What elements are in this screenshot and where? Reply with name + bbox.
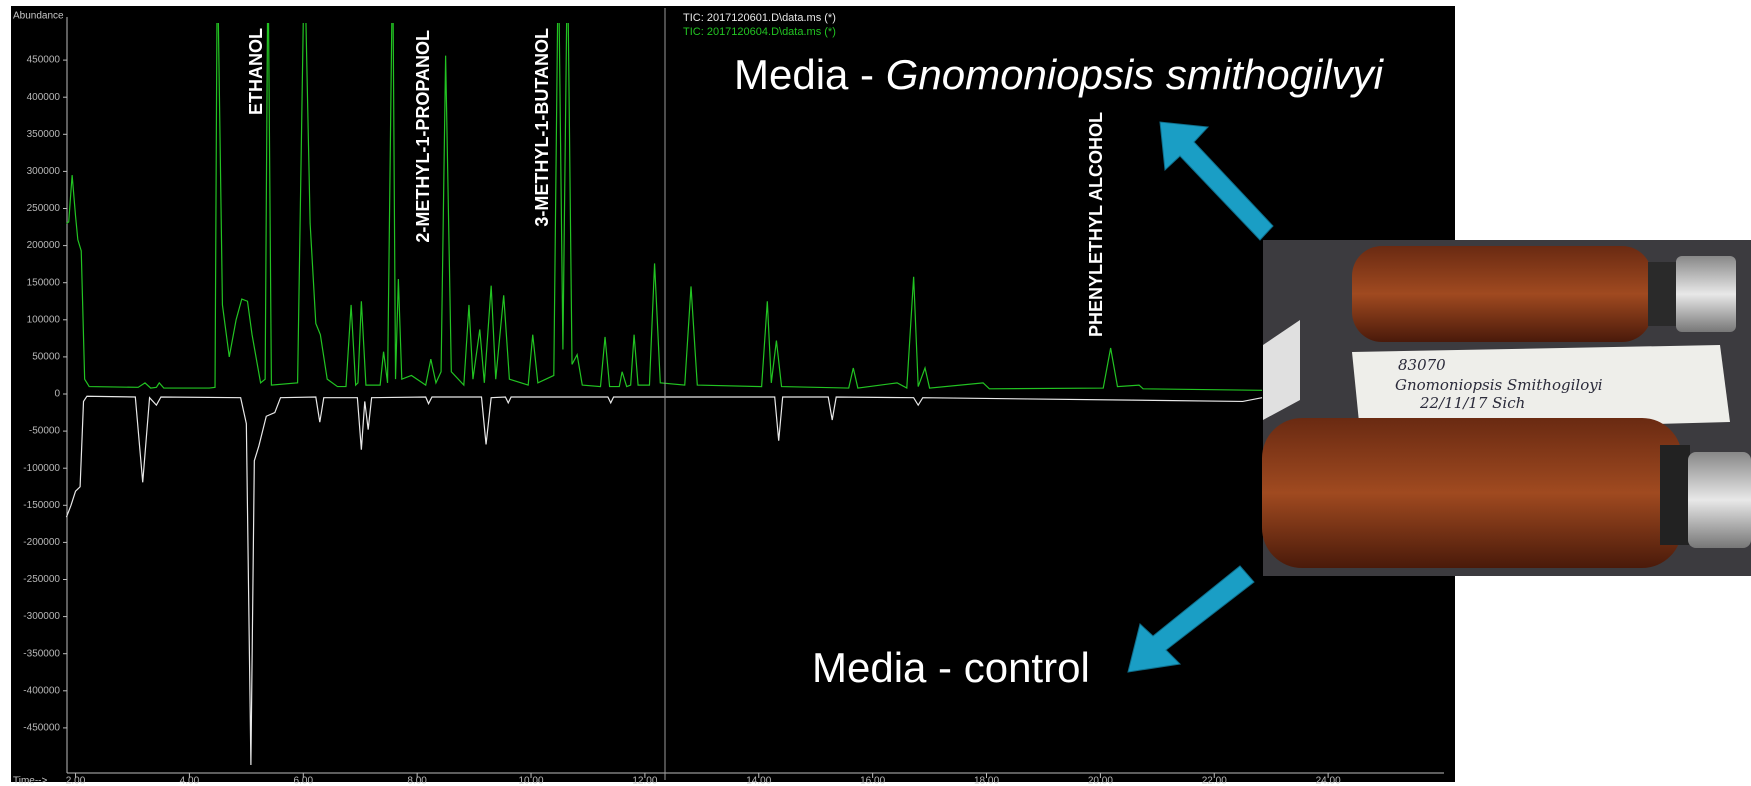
x-tick-label: 16.00 <box>860 776 885 786</box>
y-axis-label: Abundance <box>13 11 64 22</box>
trace-line <box>66 23 1263 391</box>
y-tick-label: 450000 <box>27 55 61 66</box>
x-tick-label: 18.00 <box>974 776 999 786</box>
vial-cap <box>1676 256 1736 332</box>
legend-entry: TIC: 2017120601.D\data.ms (*) <box>683 12 836 24</box>
y-tick-label: -400000 <box>23 685 60 696</box>
peak-label: 2-METHYL-1-PROPANOL <box>413 30 433 243</box>
x-tick-label: 22.00 <box>1202 776 1227 786</box>
vial-neck <box>1660 445 1690 545</box>
y-tick-label: 400000 <box>27 92 61 103</box>
x-tick-label: 4.00 <box>180 776 200 786</box>
vial <box>1262 418 1682 568</box>
caption-species: Gnomoniopsis smithogilvyi <box>886 51 1385 98</box>
vial-neck <box>1648 262 1678 326</box>
x-tick-label: 20.00 <box>1088 776 1113 786</box>
trace-line <box>65 395 1263 765</box>
x-tick-label: 2.00 <box>66 776 86 786</box>
y-tick-label: -300000 <box>23 611 60 622</box>
x-tick-label: 8.00 <box>407 776 427 786</box>
legend-entry: TIC: 2017120604.D\data.ms (*) <box>683 26 836 38</box>
y-tick-label: 250000 <box>27 203 61 214</box>
y-tick-label: 100000 <box>27 314 61 325</box>
traces <box>65 23 1263 765</box>
x-axis-label: Time--> <box>13 776 48 786</box>
caption-prefix: Media - <box>734 51 886 98</box>
peak-label: ETHANOL <box>246 28 266 115</box>
sample-caption: Media - Gnomoniopsis smithogilvyi <box>734 51 1385 98</box>
arrow <box>1127 565 1255 673</box>
peak-label: 3-METHYL-1-BUTANOL <box>532 28 552 227</box>
y-tick-label: -50000 <box>29 426 61 437</box>
photo-label-text: 22/11/17 Sich <box>1419 394 1525 412</box>
y-tick-label: -200000 <box>23 537 60 548</box>
x-tick-label: 12.00 <box>632 776 657 786</box>
y-tick-label: -450000 <box>23 723 60 734</box>
photo-label-text: Gnomoniopsis Smithogiloyi <box>1395 376 1603 394</box>
control-caption: Media - control <box>812 644 1090 691</box>
arrow <box>1159 121 1274 241</box>
y-tick-label: -150000 <box>23 500 60 511</box>
y-tick-label: 300000 <box>27 166 61 177</box>
x-tick-label: 10.00 <box>519 776 544 786</box>
plot-background <box>11 6 1455 782</box>
y-tick-label: 0 <box>54 389 60 400</box>
axes: -450000 -400000 -350000 -300000 -250000 -2000… <box>23 17 1444 786</box>
x-tick-label: 14.00 <box>746 776 771 786</box>
y-tick-label: -100000 <box>23 463 60 474</box>
vial <box>1352 246 1652 342</box>
photo-paper <box>1263 320 1300 420</box>
y-tick-label: 150000 <box>27 277 61 288</box>
photo-label-text: 83070 <box>1398 356 1446 374</box>
x-tick-label: 24.00 <box>1316 776 1341 786</box>
peak-label: PHENYLETHYL ALCOHOL <box>1086 112 1106 337</box>
photo-label <box>1352 345 1730 432</box>
x-tick-label: 6.00 <box>294 776 314 786</box>
vial-cap <box>1688 452 1751 548</box>
y-tick-label: -250000 <box>23 574 60 585</box>
y-tick-label: -350000 <box>23 648 60 659</box>
y-tick-label: 50000 <box>32 352 60 363</box>
y-tick-label: 350000 <box>27 129 61 140</box>
y-tick-label: 200000 <box>27 240 61 251</box>
photo: 83070 Gnomoniopsis Smithogiloyi 22/11/17… <box>1262 240 1751 576</box>
